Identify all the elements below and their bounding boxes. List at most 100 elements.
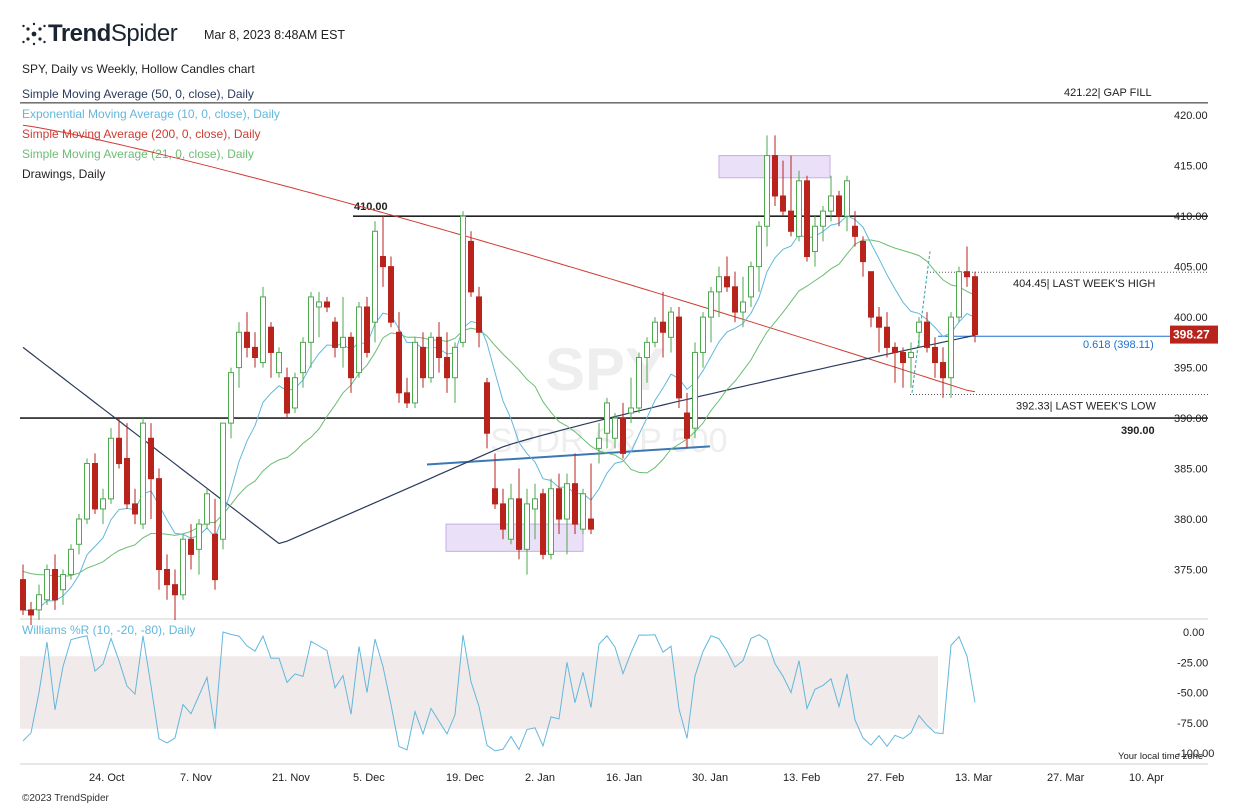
candle-body [332, 321, 338, 348]
candle-body [324, 301, 330, 308]
time-tick-label: 13. Feb [783, 772, 820, 784]
candle-body [956, 271, 962, 318]
candle-body [492, 488, 498, 505]
candle-body [716, 276, 722, 293]
candle-body [44, 569, 50, 601]
brand-name: TrendSpider [48, 20, 178, 47]
candle-body [364, 306, 370, 353]
time-tick-label: 5. Dec [353, 772, 385, 784]
candle-body [116, 437, 122, 465]
candle-body [388, 266, 394, 323]
price-tick-label: 410.00 [1174, 211, 1208, 223]
legend-ema-10[interactable]: Exponential Moving Average (10, 0, close… [22, 107, 280, 121]
price-tick-label: 405.00 [1174, 262, 1208, 274]
candle-body [84, 463, 90, 520]
candle-body [636, 357, 642, 409]
candle-body [580, 493, 586, 530]
candle-body [676, 316, 682, 399]
price-tick-label: 380.00 [1174, 514, 1208, 526]
candle-body [564, 483, 570, 520]
candle-body [60, 574, 66, 591]
time-tick-label: 21. Nov [272, 772, 310, 784]
candle-body [588, 518, 594, 530]
candle-body [972, 276, 978, 336]
candle-body [948, 316, 954, 379]
candle-body [724, 276, 730, 288]
candle-body [244, 331, 250, 348]
candle-body [276, 351, 282, 374]
legend-drawings[interactable]: Drawings, Daily [22, 167, 106, 181]
candle-body [604, 402, 610, 434]
price-tick-label: 375.00 [1174, 565, 1208, 577]
candle-body [924, 321, 930, 348]
candle-body [908, 351, 914, 359]
price-tick-label: 400.00 [1174, 312, 1208, 324]
time-tick-label: 30. Jan [692, 772, 728, 784]
time-tick-label: 19. Dec [446, 772, 484, 784]
candle-body [356, 306, 362, 374]
candle-body [436, 336, 442, 358]
legend-sma-200[interactable]: Simple Moving Average (200, 0, close), D… [22, 127, 261, 141]
legend-sma-50[interactable]: Simple Moving Average (50, 0, close), Da… [22, 87, 254, 101]
candle-body [372, 230, 378, 323]
candle-body [292, 377, 298, 409]
gap-fill-label: 421.22| GAP FILL [1064, 87, 1152, 99]
candle-body [804, 180, 810, 258]
candle-body [476, 296, 482, 333]
candle-body [700, 316, 706, 353]
candle-body [228, 372, 234, 424]
candle-body [308, 296, 314, 343]
copyright: ©2023 TrendSpider [22, 793, 109, 804]
candle-body [428, 336, 434, 379]
last-week-low-label: 392.33| LAST WEEK'S LOW [1016, 401, 1156, 413]
brand-logo: TrendSpider [20, 20, 178, 48]
candle-body [844, 180, 850, 217]
time-tick-label: 27. Feb [867, 772, 904, 784]
candle-body [172, 584, 178, 596]
candle-body [340, 336, 346, 348]
price-tick-label: 395.00 [1174, 363, 1208, 375]
candle-body [412, 341, 418, 404]
candle-body [828, 195, 834, 212]
candle-body [164, 569, 170, 586]
candle-body [764, 155, 770, 227]
candle-body [68, 548, 74, 576]
williams-tick-label: 0.00 [1183, 627, 1204, 639]
price-tick-label: 385.00 [1174, 464, 1208, 476]
candle-body [644, 341, 650, 359]
candle-body [548, 488, 554, 555]
candle-body [860, 240, 866, 263]
candle-body [148, 437, 154, 480]
time-tick-label: 24. Oct [89, 772, 124, 784]
candle-body [380, 256, 386, 268]
candle-body [468, 240, 474, 293]
candle-body [876, 316, 882, 328]
candle-body [932, 346, 938, 364]
candle-body [540, 493, 546, 555]
candle-body [884, 326, 890, 348]
candle-body [300, 341, 306, 374]
candle-body [28, 609, 34, 616]
candle-body [196, 523, 202, 550]
candle-body [20, 579, 26, 611]
williams-r-label: Williams %R (10, -20, -80), Daily [22, 623, 195, 637]
legend-sma-21[interactable]: Simple Moving Average (21, 0, close), Da… [22, 147, 254, 161]
candle-body [660, 321, 666, 333]
candle-body [260, 296, 266, 364]
candle-body [124, 457, 130, 505]
time-tick-label: 16. Jan [606, 772, 642, 784]
candle-body [348, 336, 354, 379]
candle-body [852, 225, 858, 237]
candle-body [524, 503, 530, 550]
candle-body [612, 417, 618, 439]
time-tick-label: 27. Mar [1047, 772, 1085, 784]
candle-body [868, 271, 874, 318]
time-tick-label: 13. Mar [955, 772, 993, 784]
candle-body [796, 180, 802, 237]
current-price-label: 398.27 [1173, 328, 1210, 342]
williams-band [20, 656, 938, 729]
candle-body [572, 483, 578, 525]
candle-body [36, 594, 42, 611]
candle-body [236, 331, 242, 369]
